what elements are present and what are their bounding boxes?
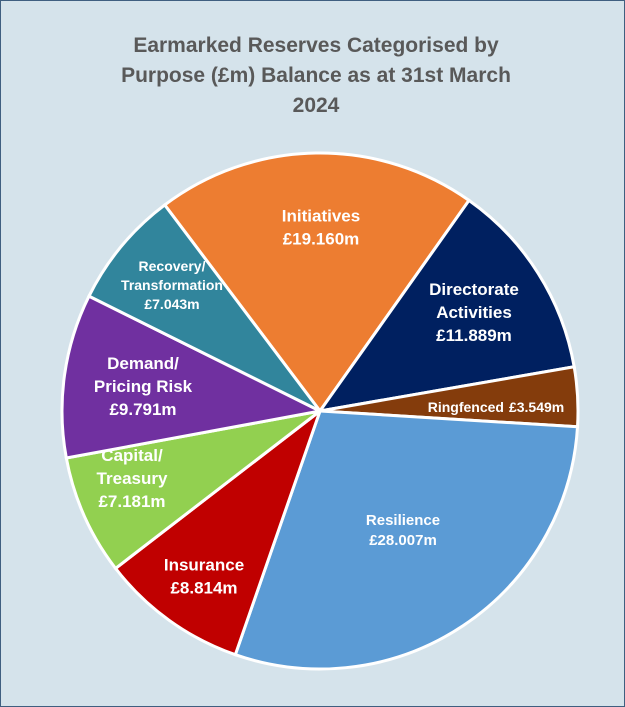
category-label: Insurance	[164, 556, 244, 575]
category-label: Demand/	[107, 355, 179, 374]
value-label: £11.889m	[436, 326, 512, 345]
category-label: Ringfenced	[428, 399, 504, 415]
slice-label: Capital/Treasury £7.181m	[97, 447, 168, 512]
category-label: Directorate	[429, 281, 519, 300]
value-label: £7.043m	[144, 296, 199, 312]
pie-slice	[316, 198, 576, 414]
category-label: Resilience	[366, 512, 440, 529]
slice-label: Recovery/Transformation £7.043m	[121, 258, 223, 312]
pie-slice	[113, 406, 324, 657]
chart-title: Earmarked Reserves Categorised by Purpos…	[121, 34, 511, 117]
slice-label: Ringfenced £3.549m	[428, 399, 565, 415]
pie-slice	[64, 409, 321, 571]
category-label: Treasury	[97, 469, 168, 488]
slice-label: Insurance £8.814m	[164, 556, 244, 598]
value-label: £8.814m	[170, 579, 237, 598]
pie-slice	[60, 294, 325, 460]
value-label: £9.791m	[109, 400, 176, 419]
category-label: Transformation	[121, 277, 223, 293]
value-label: £3.549m	[509, 399, 564, 415]
category-label: Recovery/	[139, 258, 206, 274]
category-label: Capital/	[101, 447, 163, 466]
pie-slice	[233, 409, 580, 671]
slice-label: Demand/Pricing Risk £9.791m	[94, 355, 193, 420]
slice-label: Initiatives £19.160m	[282, 207, 360, 249]
category-label: Pricing Risk	[94, 377, 193, 396]
value-label: £7.181m	[98, 492, 165, 511]
pie-slice	[162, 151, 472, 414]
value-label: £19.160m	[283, 230, 360, 249]
slice-label: Resilience £28.007m	[366, 512, 440, 549]
category-label: Initiatives	[282, 207, 360, 226]
slice-label: Directorate Activities £11.889m	[429, 281, 519, 346]
pie-slice	[86, 202, 322, 413]
category-label: Activities	[436, 303, 512, 322]
value-label: £28.007m	[369, 532, 437, 549]
